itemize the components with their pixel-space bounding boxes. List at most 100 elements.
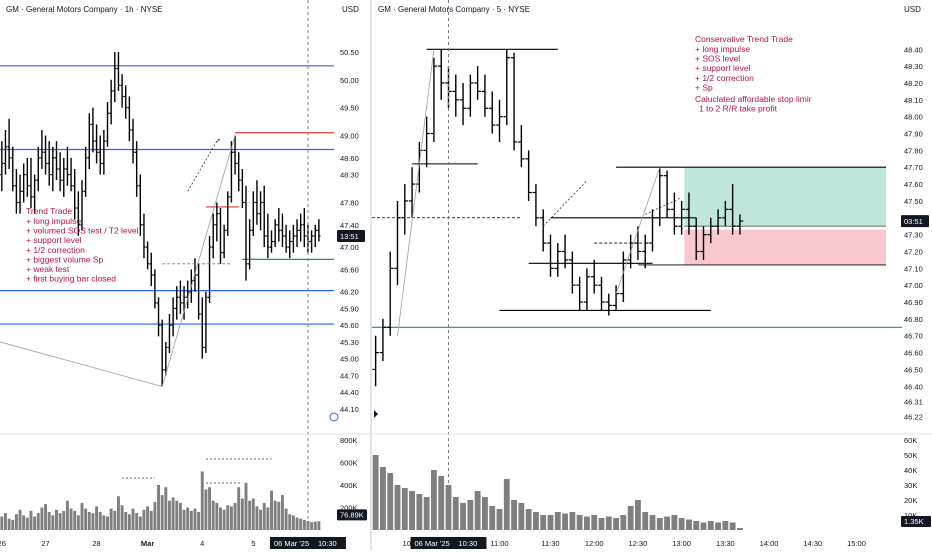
ohlc-bar [36, 146, 40, 192]
annotation-title: Trend Trade [26, 206, 72, 216]
price-axis-tick: 47.70 [904, 163, 923, 172]
svg-text:10:30: 10:30 [459, 539, 478, 548]
volume-axis-tick: 10K [904, 511, 917, 520]
time-axis-tick: 5 [251, 539, 255, 548]
volume-bar [135, 513, 139, 530]
volume-bar [80, 503, 84, 530]
volume-bar [620, 515, 627, 530]
volume-bar [262, 503, 266, 530]
take-profit-zone[interactable] [684, 167, 886, 227]
volume-bar [51, 515, 55, 530]
volume-bar [233, 503, 237, 530]
volume-bar [270, 490, 273, 530]
impulse-line [397, 49, 435, 336]
price-axis-tick: 47.30 [904, 231, 923, 240]
ohlc-bar [386, 251, 394, 336]
panel-divider[interactable] [370, 0, 372, 550]
ohlc-bar [700, 226, 707, 260]
volume-axis-tick: 800K [340, 436, 358, 445]
chart-1h-svg[interactable]: GM · General Motors Company · 1h · NYSE … [0, 0, 370, 550]
chart-panel-5m[interactable]: GM · General Motors Company · 5 · NYSE U… [372, 0, 932, 550]
time-axis-tick: 11:00 [490, 539, 508, 548]
price-axis-tick: 46.50 [904, 365, 923, 374]
volume-bar [33, 516, 37, 530]
ohlc-bar [54, 141, 59, 181]
volume-bar [73, 510, 77, 530]
volume-bar [372, 455, 379, 530]
ohlc-bar [437, 49, 445, 100]
volume-bar [306, 521, 310, 530]
price-axis-tick: 47.60 [904, 180, 923, 189]
volume-bar [259, 509, 263, 530]
chart-1h-currency: USD [342, 5, 359, 14]
annotation-line: + 1/2 correction [695, 73, 754, 83]
ohlc-bar [554, 243, 562, 277]
ohlc-bar [671, 192, 678, 235]
ohlc-bar [273, 219, 277, 248]
ohlc-bar [32, 174, 37, 214]
annotation-line: + biggest volume Sp [26, 254, 104, 264]
ohlc-bar [145, 241, 150, 270]
ohlc-bar [160, 319, 164, 387]
svg-text:1.35K: 1.35K [904, 517, 924, 526]
volume-bar [273, 500, 277, 530]
ohlc-bar [229, 141, 234, 203]
annotation-line: + first buying bar closed [26, 274, 116, 284]
price-axis-tick: 48.30 [904, 62, 923, 71]
price-axis-tick: 44.10 [340, 405, 359, 414]
scroll-indicator-icon[interactable] [329, 412, 339, 422]
price-axis-tick: 48.60 [340, 154, 359, 163]
ohlc-bar [207, 235, 212, 303]
volume-bar [474, 491, 481, 530]
volume-bar [109, 508, 113, 530]
volume-bar [204, 489, 208, 530]
volume-bar [584, 516, 590, 530]
play-icon[interactable] [374, 410, 378, 418]
price-axis-tick: 48.30 [340, 171, 359, 180]
ohlc-bar [80, 180, 84, 231]
ohlc-bar [138, 174, 142, 236]
annotation-title: Conservative Trend Trade [695, 34, 793, 44]
chart-panel-1h[interactable]: GM · General Motors Company · 1h · NYSE … [0, 0, 370, 550]
ohlc-bar [43, 135, 48, 175]
ohlc-bar [678, 200, 685, 235]
volume-bar [576, 515, 583, 530]
annotation-line: + Sp [695, 82, 713, 92]
ohlc-bar [394, 200, 401, 286]
price-axis-tick: 46.20 [340, 288, 359, 297]
ohlc-bar [73, 169, 77, 220]
volume-bar [554, 512, 561, 530]
ohlc-bar [547, 234, 554, 277]
ohlc-bar [280, 213, 285, 248]
volume-bar [394, 485, 401, 530]
volume-bar [511, 500, 517, 530]
volume-bar [211, 500, 215, 530]
volume-bar [168, 500, 171, 530]
price-axis-tick: 46.40 [904, 382, 923, 391]
volume-bar [291, 515, 295, 530]
ohlc-bar [14, 169, 19, 214]
ohlc-bar [488, 91, 496, 134]
volume-bar [409, 491, 415, 530]
volume-bar [178, 503, 182, 530]
chart-5m-svg[interactable]: GM · General Motors Company · 5 · NYSE U… [372, 0, 932, 550]
ohlc-bar [269, 230, 274, 253]
arrow-head-icon: ➚ [215, 138, 221, 145]
volume-bar [678, 518, 685, 530]
volume-bar [496, 509, 503, 530]
ohlc-bar [226, 191, 230, 236]
price-axis-tick: 45.30 [340, 338, 359, 347]
stop-loss-zone[interactable] [684, 229, 886, 265]
volume-bar [182, 509, 186, 530]
ohlc-bar [459, 82, 467, 126]
ohlc-bar [452, 74, 460, 117]
annotation-line: + long impulse [26, 216, 81, 226]
ohlc-bar [503, 49, 511, 126]
ohlc-bar [196, 263, 201, 320]
ohlc-bar [153, 269, 157, 309]
svg-text:13:51: 13:51 [340, 232, 359, 241]
ohlc-bar [58, 152, 62, 192]
volume-bar [95, 506, 99, 530]
arrow-drawing [542, 180, 588, 227]
volume-bar [102, 515, 106, 530]
